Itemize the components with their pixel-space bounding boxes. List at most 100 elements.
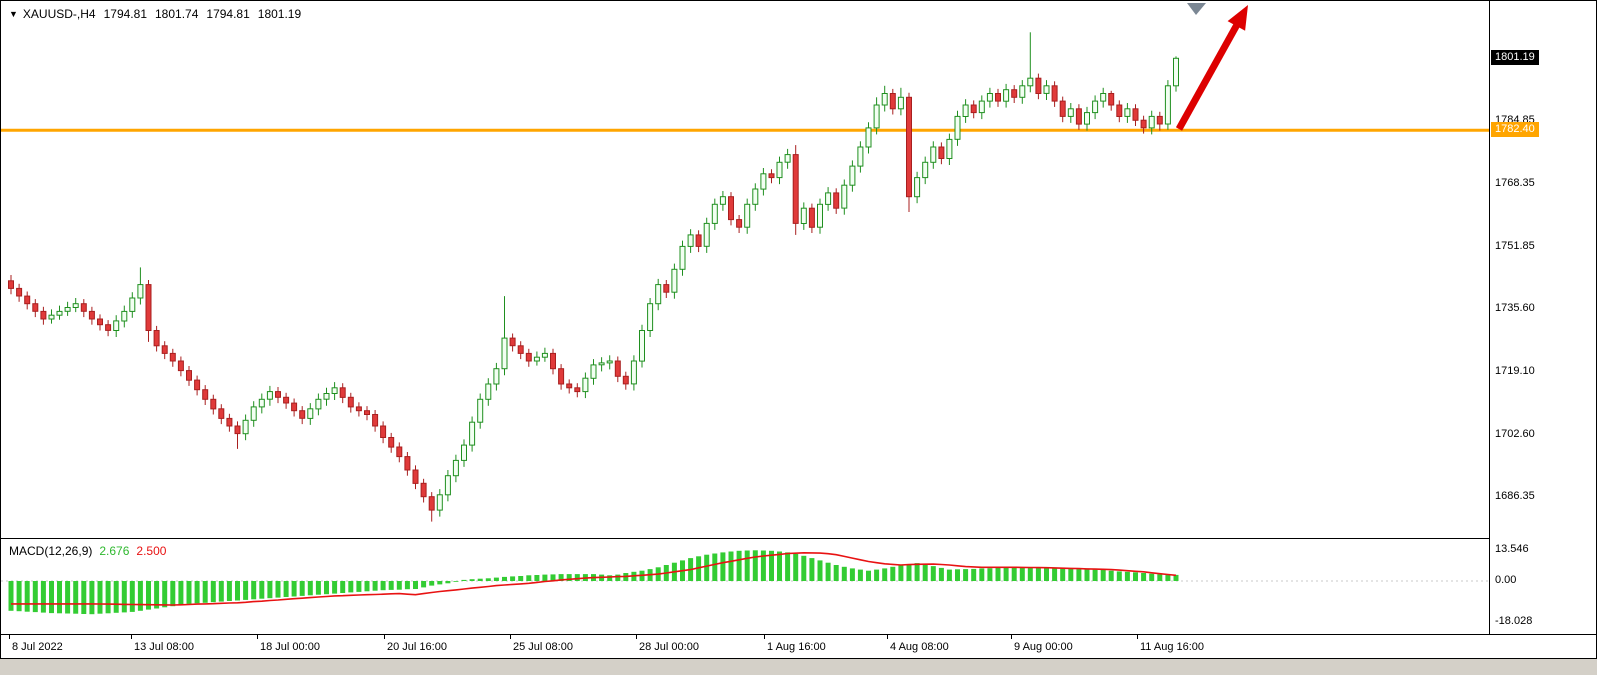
macd-histogram-bar (243, 581, 249, 600)
trend-arrow-object[interactable] (1175, 5, 1248, 131)
candle (194, 375, 201, 396)
candle (1116, 100, 1123, 123)
ohlc-close: 1801.19 (257, 7, 302, 21)
price-axis-label: 1751.85 (1495, 239, 1535, 252)
macd-pane[interactable] (1, 539, 1489, 634)
candle (533, 351, 540, 366)
macd-histogram-bar (566, 574, 572, 581)
candle (784, 148, 791, 169)
macd-histogram-bar (32, 581, 38, 613)
time-axis-label: 28 Jul 00:00 (639, 641, 699, 653)
candle (1035, 73, 1042, 100)
price-axis[interactable]: 1784.85 1768.35 1751.85 1735.60 1719.10 1702.… (1490, 1, 1596, 634)
macd-histogram-bar (275, 581, 281, 598)
macd-signal-value: 2.500 (136, 544, 167, 558)
macd-histogram-bar (874, 569, 880, 581)
candle (744, 198, 751, 234)
macd-histogram-bar (979, 568, 985, 581)
candle (768, 169, 775, 184)
macd-histogram-bar (696, 556, 702, 581)
price-chart[interactable] (1, 1, 1489, 538)
candle (412, 465, 419, 490)
candle (614, 356, 621, 383)
candle (137, 267, 144, 305)
macd-histogram-bar (437, 581, 443, 585)
candle (452, 454, 459, 483)
time-axis[interactable]: 8 Jul 2022 13 Jul 08:00 18 Jul 00:00 20 Jul… (1, 635, 1596, 658)
macd-histogram-bar (1100, 570, 1106, 581)
macd-histogram-bar (413, 581, 418, 589)
macd-histogram-bar (882, 568, 888, 581)
candle (1164, 80, 1171, 130)
time-axis-label: 9 Aug 00:00 (1014, 641, 1073, 653)
candle (703, 217, 710, 253)
macd-histogram-bar (89, 581, 95, 615)
macd-histogram-bar (299, 581, 305, 596)
candle (210, 394, 217, 415)
candle (825, 187, 832, 211)
candle (501, 296, 508, 376)
macd-histogram-bar (987, 568, 993, 581)
price-axis-label: 1735.60 (1495, 302, 1535, 315)
hline-price-label: 1782.40 (1491, 122, 1539, 138)
macd-histogram-bar (307, 581, 313, 596)
macd-separator[interactable] (1, 538, 1596, 539)
candle (639, 324, 645, 368)
macd-histogram-bar (81, 581, 87, 614)
candle (1011, 85, 1018, 103)
macd-histogram-bar (404, 581, 410, 590)
candle (566, 379, 573, 394)
macd-histogram-bar (518, 576, 524, 581)
candle (808, 203, 815, 233)
macd-header: MACD(12,26,9) 2.676 2.500 (9, 544, 166, 558)
macd-histogram-bar (550, 574, 556, 581)
time-axis-label: 18 Jul 00:00 (260, 641, 320, 653)
macd-histogram-bar (235, 581, 240, 601)
marker-triangle-icon[interactable] (1187, 3, 1206, 15)
candle (1108, 90, 1115, 111)
candle (1100, 87, 1107, 108)
price-axis-label: 1719.10 (1495, 365, 1535, 378)
candle (420, 478, 427, 503)
macd-histogram-bar (477, 578, 483, 581)
candle (1059, 96, 1066, 123)
candle (728, 192, 734, 226)
candle (792, 145, 799, 235)
macd-histogram-bar (825, 562, 831, 581)
candle (930, 141, 937, 169)
macd-histogram-bar (332, 581, 338, 594)
candle (339, 383, 346, 404)
macd-histogram-bar (1173, 574, 1179, 581)
candle (396, 442, 403, 463)
candle (234, 421, 241, 449)
macd-histogram-bar (728, 551, 734, 581)
macd-histogram-bar (40, 581, 46, 613)
candle (88, 306, 95, 325)
macd-histogram-bar (267, 581, 273, 599)
macd-histogram-bar (1060, 568, 1066, 581)
macd-axis-label: 0.00 (1495, 574, 1517, 586)
candle (80, 299, 87, 318)
macd-histogram-bar (129, 581, 135, 612)
candle (776, 156, 783, 185)
candle (1075, 104, 1082, 130)
macd-histogram-bar (922, 564, 928, 581)
macd-histogram-bar (1011, 567, 1017, 581)
candle (153, 325, 160, 352)
symbol-dropdown-icon[interactable]: ▼ (9, 9, 18, 19)
macd-histogram-bar (259, 581, 265, 599)
candle (372, 410, 379, 432)
candle (56, 305, 63, 320)
candle (129, 292, 136, 318)
macd-histogram-bar (429, 581, 435, 586)
candle (48, 309, 55, 324)
macd-histogram-bar (186, 581, 192, 604)
macd-histogram-bar (1076, 569, 1082, 581)
candle (186, 366, 192, 386)
macd-histogram-bar (841, 566, 847, 581)
time-axis-tick (131, 635, 132, 639)
candle (897, 87, 904, 116)
candle (995, 88, 1001, 107)
macd-histogram-bar (251, 581, 257, 600)
macd-histogram-bar (777, 551, 782, 581)
